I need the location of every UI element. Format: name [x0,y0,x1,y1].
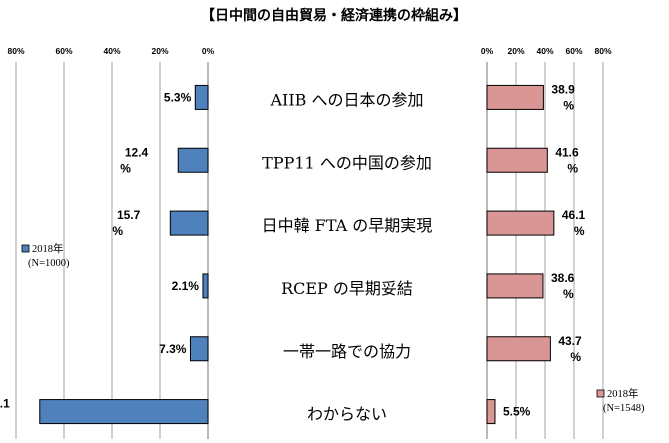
bar-right [486,336,551,362]
left-tick-label: 60% [55,46,72,56]
legend-series-name: 2018年 [32,242,64,255]
bar-left [194,84,209,110]
left-panel: 0% 20% 40% 60% 80% 5.3% 12.4% 15.7% 2.1% 7.3% 70.1… [0,46,215,439]
bar-right [486,147,548,173]
data-label-left: 70.1% [0,397,10,427]
data-label-left: 15.7% [112,208,140,238]
category-label: 日中韓 FTA の早期実現 [262,216,433,235]
data-label-right: 38.9% [551,82,575,112]
data-label-right: 46.1% [562,208,586,238]
chart-title: 【日中間の自由貿易・経済連携の枠組み】 [201,7,467,24]
bar-left [169,210,209,236]
category-label: わからない [307,405,387,424]
data-label-left: 2.1% [172,279,200,293]
legends: 2018年 (N=1000) 2018年 (N=1548) [21,242,645,414]
bar-right [486,273,544,299]
category-label: TPP11 への中国の参加 [262,153,432,172]
bar-right [486,210,555,236]
category-label: RCEP の早期妥結 [281,279,413,298]
legend-sample-size: (N=1548) [603,403,645,414]
bar-right [486,399,496,425]
right-panel: 0% 20% 40% 60% 80% 38.9 % 41.6 % 46.1 % 38.6 % 43.7 % 5… [481,46,612,439]
legend-swatch [596,389,605,398]
right-tick-label: 0% [481,46,494,56]
left-tick-label: 0% [202,46,215,56]
right-tick-label: 40% [536,46,553,56]
data-label-right: 38.6% [551,271,575,301]
left-tick-label: 80% [7,46,24,56]
right-tick-label: 80% [594,46,611,56]
data-label-left: 7.3% [159,342,187,356]
legend-sample-size: (N=1000) [28,258,70,269]
data-label-right: 5.5% [503,405,531,419]
bar-right [486,84,544,110]
bar-left [202,273,209,299]
legend-series-name: 2018年 [607,387,639,400]
bar-left [189,336,209,362]
category-label: AIIB への日本の参加 [269,90,423,109]
left-tick-label: 20% [151,46,168,56]
category-label: 一帯一路での協力 [283,342,411,361]
data-label-right: 41.6% [555,145,579,175]
bar-left [39,399,209,425]
left-tick-label: 40% [103,46,120,56]
data-label-right: 43.7% [558,334,582,364]
bar-left [177,147,209,173]
data-label-left: 5.3% [164,90,192,104]
data-label-left: 12.4% [120,145,148,175]
right-tick-label: 60% [565,46,582,56]
legend-swatch [21,244,30,253]
right-tick-label: 20% [507,46,524,56]
